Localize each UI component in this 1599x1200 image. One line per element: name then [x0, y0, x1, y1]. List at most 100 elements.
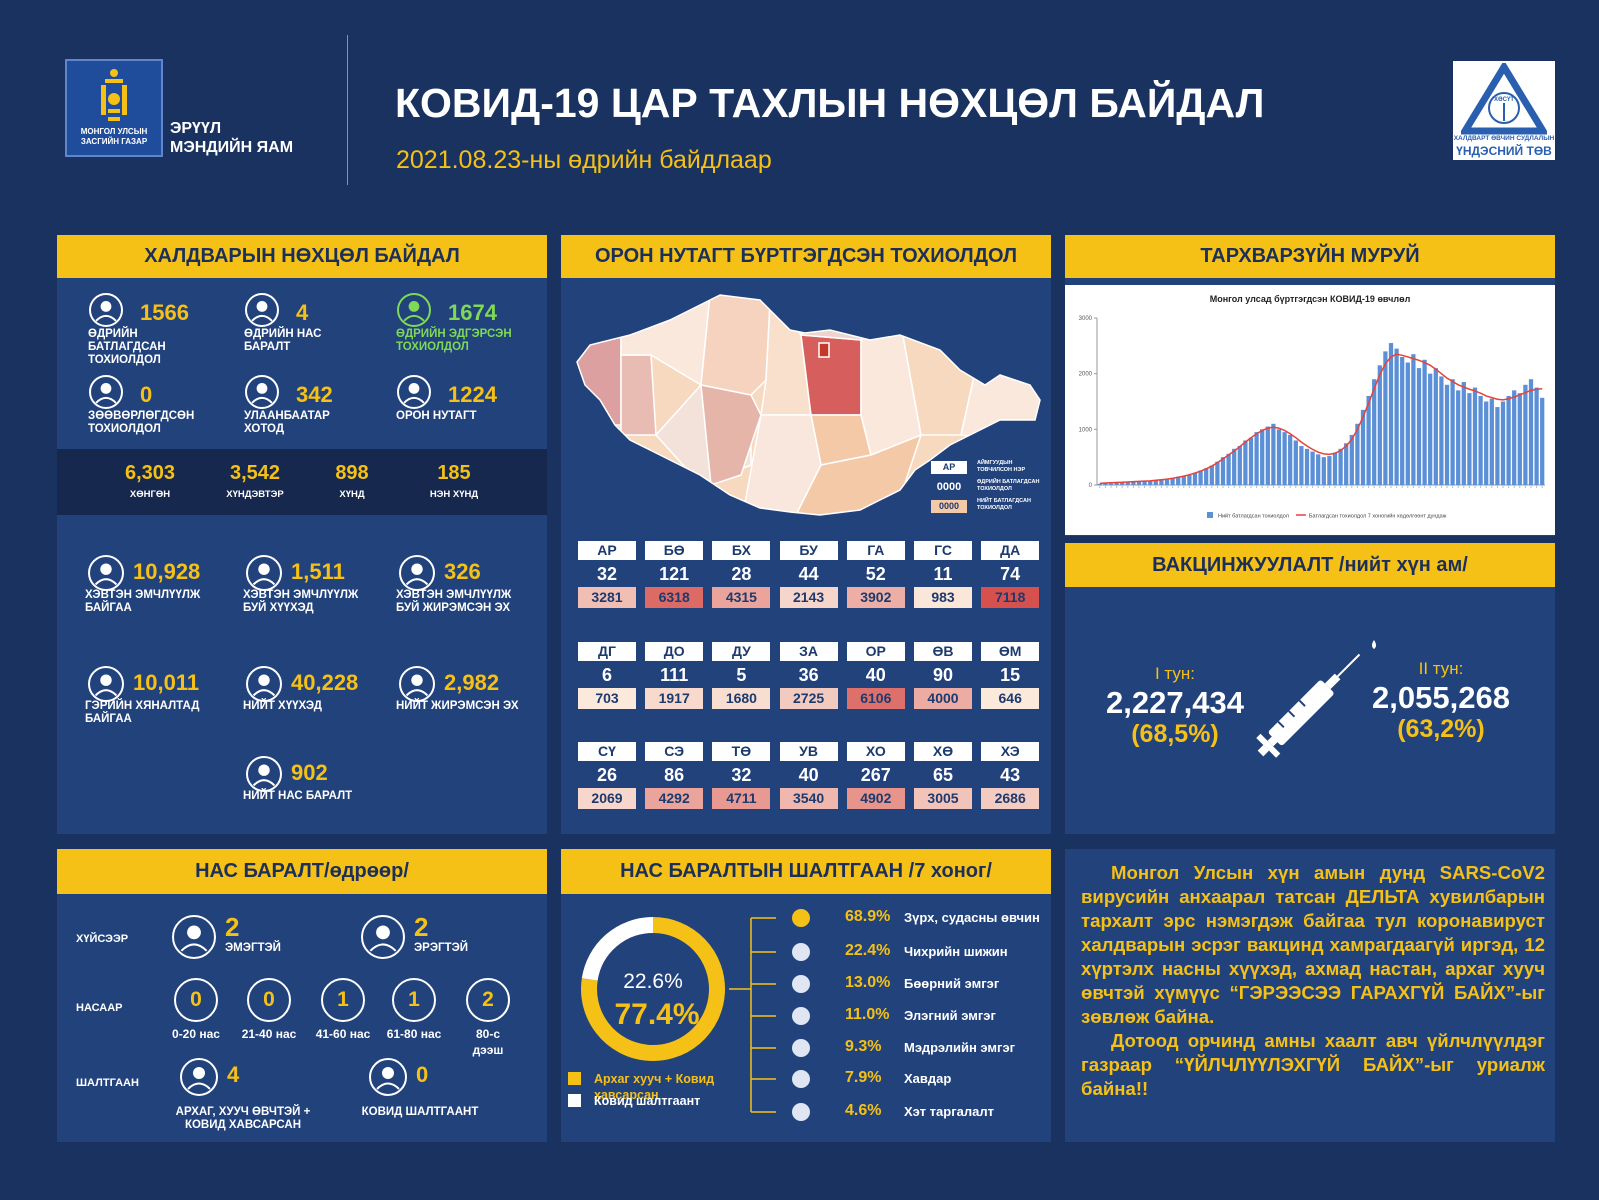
- icon-shape: [256, 301, 268, 312]
- bar: [1288, 434, 1293, 485]
- bar: [1248, 437, 1254, 485]
- icon-shape: [252, 578, 276, 586]
- age-label: 61-80 нас: [386, 1027, 442, 1041]
- icon-shape: [399, 666, 435, 702]
- care-label: ГЭРИЙН ХЯНАЛТАД БАЙГАА: [85, 700, 200, 725]
- region-total: 4711: [712, 788, 771, 809]
- bar: [1232, 448, 1237, 485]
- icon-shape: [252, 689, 276, 697]
- decoration: [620, 354, 657, 436]
- cause-value: 4: [227, 1062, 240, 1087]
- region-daily: 28: [731, 564, 752, 584]
- page-title: КОВИД-19 ЦАР ТАХЛЫН НӨХЦӨЛ БАЙДАЛ: [395, 80, 1265, 126]
- bar: [1495, 407, 1500, 485]
- bar: [1164, 478, 1170, 485]
- icon-shape: [252, 779, 276, 787]
- decoration: [1256, 653, 1361, 758]
- legend-abbr-label: АЙМГУУДЫН ТОВЧИЛСОН НЭР: [977, 460, 1026, 473]
- decoration: [1268, 680, 1334, 746]
- stat-value: 4: [296, 300, 309, 325]
- bar: [1282, 432, 1287, 485]
- bar: [1293, 440, 1298, 485]
- icon-shape: [245, 375, 279, 409]
- bar: [1136, 481, 1142, 485]
- page-subtitle: 2021.08.23-ны өдрийн байдлаар: [396, 146, 772, 174]
- icon-shape: [246, 666, 282, 702]
- infection-panel: [57, 235, 547, 834]
- decoration: [800, 334, 862, 416]
- icon-shape: [258, 674, 270, 686]
- bar: [1439, 376, 1444, 485]
- severity-label: ХҮНД: [339, 489, 365, 500]
- legend-label: Нийт батлагдсан тохиолдол: [1218, 513, 1289, 520]
- decoration: [577, 295, 622, 426]
- legend-label: Архаг хууч + Ковид хавсарсан: [594, 1072, 715, 1102]
- cause-label: КОВИД ШАЛТГААНТ: [361, 1106, 479, 1118]
- soyombo: [101, 69, 127, 121]
- organ-icon: [792, 1039, 810, 1057]
- sex-value: 2: [225, 912, 240, 942]
- bar: [1114, 482, 1119, 485]
- panel-header: ОРОН НУТАГТ БҮРТГЭГДСЭН ТОХИОЛДОЛ: [561, 235, 1051, 278]
- row-label: ХҮЙСЭЭР: [76, 933, 129, 945]
- bar: [1344, 443, 1349, 485]
- icon-shape: [89, 375, 123, 409]
- region-total: 4315: [712, 587, 771, 608]
- icon-shape: [88, 555, 124, 591]
- bar: [1120, 482, 1125, 485]
- age-label: 0-20 нас: [172, 1027, 220, 1041]
- stat-label: ӨДРИЙН БАТЛАГДСАН ТОХИОЛДОЛ: [88, 328, 166, 366]
- icon-shape: [89, 293, 123, 327]
- icon-shape: [376, 925, 390, 940]
- bar: [1159, 479, 1164, 485]
- stat-label: ӨДРИЙН НАС БАРАЛТ: [244, 328, 322, 353]
- bar: [1125, 482, 1130, 485]
- region-daily: 52: [865, 564, 886, 584]
- icon: [361, 915, 405, 959]
- bar: [1416, 368, 1422, 485]
- severity-value: 3,542: [229, 462, 281, 484]
- icon-shape: [369, 1058, 407, 1096]
- care-value: 1,511: [291, 559, 345, 584]
- bar: [1388, 343, 1394, 485]
- region-total: 2686: [981, 788, 1040, 809]
- legend-label: Ковид шалтгаант: [594, 1094, 701, 1108]
- bar: [1400, 356, 1405, 485]
- bar: [1489, 398, 1494, 485]
- icon: [246, 555, 282, 591]
- region-code: БХ: [712, 541, 771, 560]
- icon-shape: [187, 1082, 211, 1090]
- bar: [1254, 432, 1259, 485]
- region-total: 1917: [645, 687, 704, 709]
- region-daily: 15: [1000, 664, 1021, 685]
- region-code: ӨМ: [981, 641, 1040, 661]
- bar: [1271, 423, 1276, 485]
- icon: [397, 375, 431, 409]
- care-value: 902: [291, 760, 328, 785]
- donut-label: 22.6%: [623, 970, 683, 993]
- care-value: 10,011: [133, 670, 200, 695]
- age-label: 41-60 нас: [315, 1027, 371, 1041]
- decoration: [110, 69, 118, 77]
- icon-shape: [246, 756, 282, 792]
- organ-icon: [792, 1103, 810, 1121]
- dose-value: 2,055,268: [1372, 680, 1510, 715]
- stat-value: 0: [140, 382, 153, 407]
- region-daily: 121: [659, 564, 690, 584]
- stat-value: 1674: [448, 300, 497, 325]
- organ-icon: [792, 975, 810, 993]
- bar: [1299, 446, 1304, 485]
- legend-total: 0000: [931, 500, 967, 513]
- cause-value: 0: [416, 1062, 429, 1087]
- decoration: [108, 93, 120, 105]
- sex-label: ЭМЭГТЭЙ: [225, 942, 281, 954]
- bar: [1500, 401, 1506, 485]
- icon-shape: [369, 943, 397, 952]
- region-daily: 90: [932, 664, 954, 685]
- icon: [88, 555, 124, 591]
- bar: [1394, 348, 1399, 485]
- region-total: 3281: [578, 587, 636, 608]
- region-total: 3005: [914, 788, 972, 809]
- bar: [1176, 476, 1181, 485]
- region-code: ДО: [645, 641, 704, 661]
